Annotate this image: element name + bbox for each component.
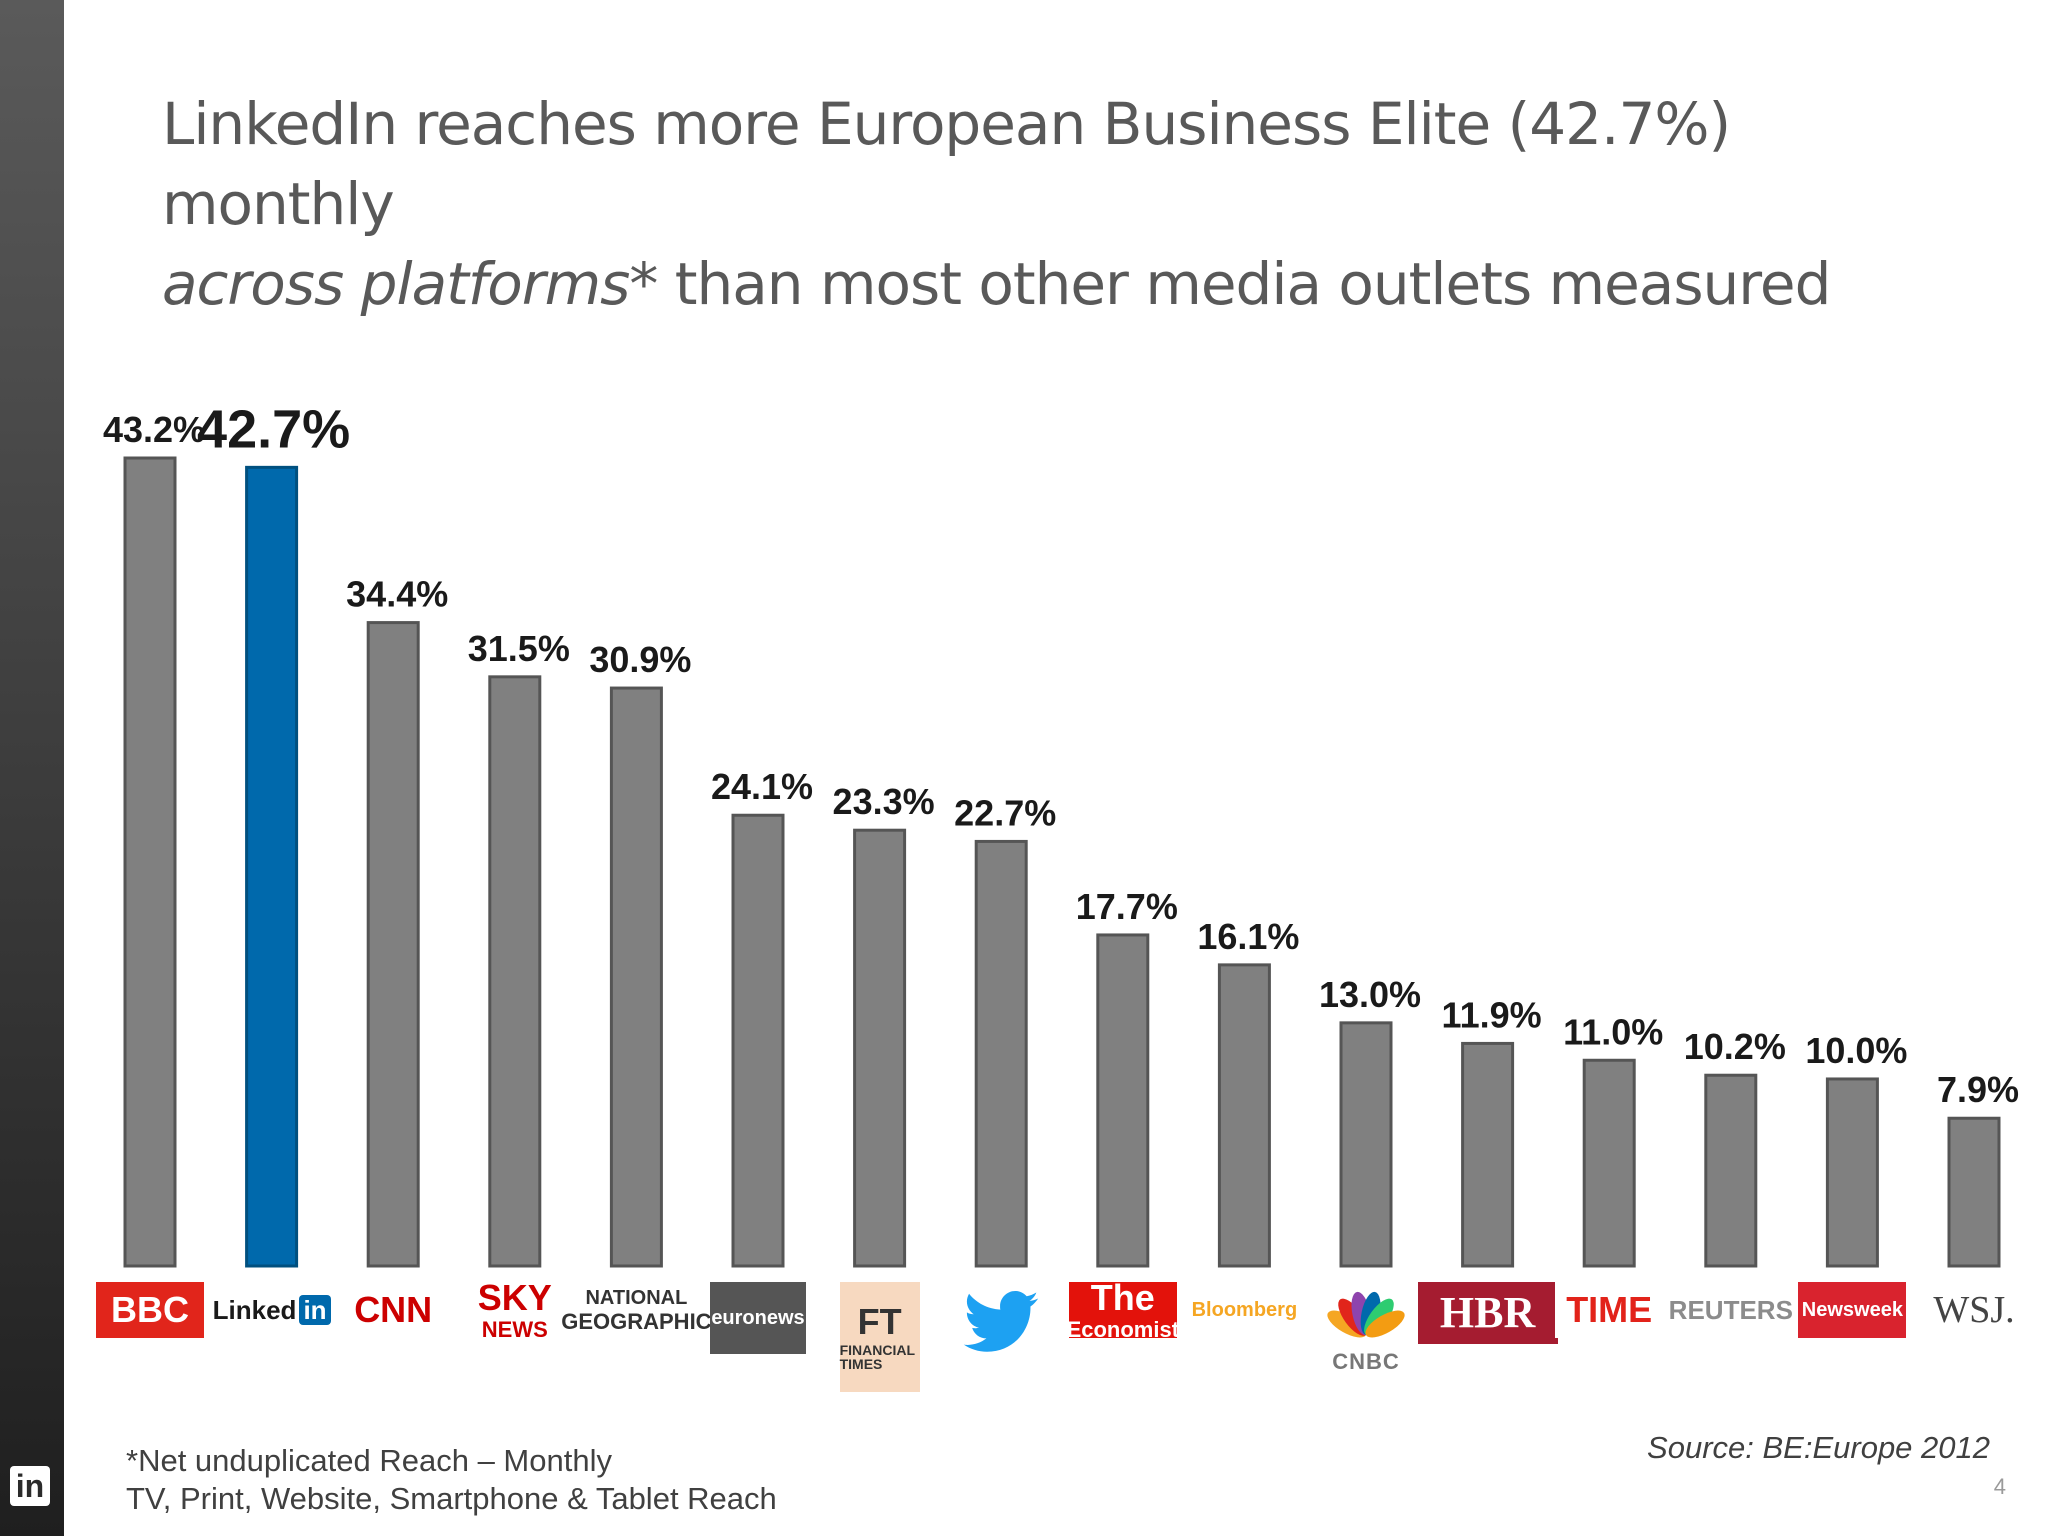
logo-2: CNN <box>339 1282 448 1338</box>
title-line-1: LinkedIn reaches more European Business … <box>162 90 1731 238</box>
logo-15: WSJ. <box>1920 1282 2028 1338</box>
bar-label-10: 13.0% <box>1319 974 1421 1015</box>
logo-1: Linked in <box>213 1282 331 1338</box>
logo-11: HBR <box>1417 1282 1558 1344</box>
bar-label-6: 23.3% <box>833 781 935 822</box>
bar-1 <box>245 465 299 1268</box>
bar-8 <box>1096 933 1150 1268</box>
bar-label-15: 7.9% <box>1937 1069 2019 1110</box>
title-line-2-rest: * than most other media outlets measured <box>629 250 1831 318</box>
bar-9 <box>1217 963 1271 1268</box>
bar-label-8: 17.7% <box>1076 886 1178 927</box>
footnote-line-2: TV, Print, Website, Smartphone & Tablet … <box>126 1481 777 1516</box>
bar-3 <box>488 675 542 1268</box>
logo-7 <box>947 1282 1056 1362</box>
logo-text-8: The <box>1090 1276 1155 1318</box>
logo-14: Newsweek <box>1798 1282 1907 1338</box>
logo-12: TIME <box>1555 1282 1664 1338</box>
logo-sub-4: GEOGRAPHIC <box>561 1308 712 1334</box>
bar-label-2: 34.4% <box>346 574 448 615</box>
bar-label-4: 30.9% <box>589 639 691 680</box>
bar-label-3: 31.5% <box>468 628 570 669</box>
source-note: Source: BE:Europe 2012 <box>1647 1430 1990 1465</box>
bar-label-0: 43.2% <box>103 409 205 450</box>
bar-5 <box>731 813 785 1268</box>
bar-label-13: 10.2% <box>1684 1026 1786 1067</box>
logo-badge-1: in <box>299 1295 331 1325</box>
bar-13 <box>1704 1073 1758 1268</box>
logo-text-1: Linked in <box>213 1295 331 1325</box>
bar-6 <box>853 828 907 1268</box>
logo-text-4: NATIONAL <box>585 1286 688 1309</box>
bar-label-14: 10.0% <box>1805 1030 1907 1071</box>
logo-text-3: SKY <box>477 1276 552 1318</box>
bar-14 <box>1825 1077 1879 1268</box>
footnote: *Net unduplicated Reach – Monthly TV, Pr… <box>126 1442 777 1518</box>
side-bar: in <box>0 0 64 1536</box>
logo-4: NATIONAL GEOGRAPHIC <box>561 1282 712 1338</box>
logo-text-14: Newsweek <box>1801 1299 1903 1321</box>
bar-label-5: 24.1% <box>711 766 813 807</box>
logo-text-0: BBC <box>111 1289 189 1330</box>
footnote-line-1: *Net unduplicated Reach – Monthly <box>126 1443 612 1478</box>
logo-text-10: CNBC <box>1332 1349 1400 1374</box>
bar-7 <box>974 839 1028 1268</box>
logo-0: BBC <box>96 1282 204 1338</box>
logo-text-15: WSJ. <box>1933 1289 2015 1331</box>
logo-text-9: Bloomberg <box>1191 1299 1298 1321</box>
bar-label-9: 16.1% <box>1197 916 1299 957</box>
bar-label-7: 22.7% <box>954 792 1056 833</box>
logo-text-6: FT <box>857 1300 902 1342</box>
bar-11 <box>1461 1041 1515 1268</box>
logo-sub-6: FINANCIAL TIMES <box>839 1341 915 1372</box>
logo-8: The Economist <box>1066 1276 1180 1342</box>
bar-label-1: 42.7% <box>197 399 350 459</box>
logo-10: CNBC <box>1312 1282 1420 1382</box>
logo-9: Bloomberg <box>1190 1282 1299 1338</box>
peacock-icon <box>1327 1291 1405 1338</box>
twitter-bird-icon <box>963 1291 1039 1352</box>
bar-4 <box>609 686 663 1268</box>
bar-12 <box>1582 1058 1636 1268</box>
logo-text-5: euronews <box>711 1307 805 1329</box>
logo-text-2: CNN <box>354 1289 433 1330</box>
bar-2 <box>366 621 420 1268</box>
logo-6: FT FINANCIAL TIMES <box>839 1282 920 1392</box>
logo-5: euronews <box>710 1282 806 1354</box>
title-line-2-italic: across platforms <box>162 250 630 318</box>
bar-10 <box>1339 1021 1393 1268</box>
bar-label-11: 11.9% <box>1442 994 1542 1035</box>
logo-13: REUTERS <box>1669 1282 1793 1338</box>
logo-text-11: HBR <box>1439 1288 1536 1337</box>
logo-sub-3: NEWS <box>481 1316 548 1342</box>
bar-15 <box>1947 1116 2001 1268</box>
logo-text-12: TIME <box>1566 1289 1653 1330</box>
page-number: 4 <box>1993 1474 2006 1499</box>
bar-0 <box>123 456 177 1268</box>
logo-sub-8: Economist <box>1066 1316 1180 1342</box>
logo-3: SKY NEWS <box>460 1276 569 1342</box>
logo-text-13: REUTERS <box>1668 1295 1793 1325</box>
bar-label-12: 11.0% <box>1563 1011 1663 1052</box>
page-title: LinkedIn reaches more European Business … <box>162 84 1962 324</box>
linkedin-icon: in <box>10 1466 50 1506</box>
